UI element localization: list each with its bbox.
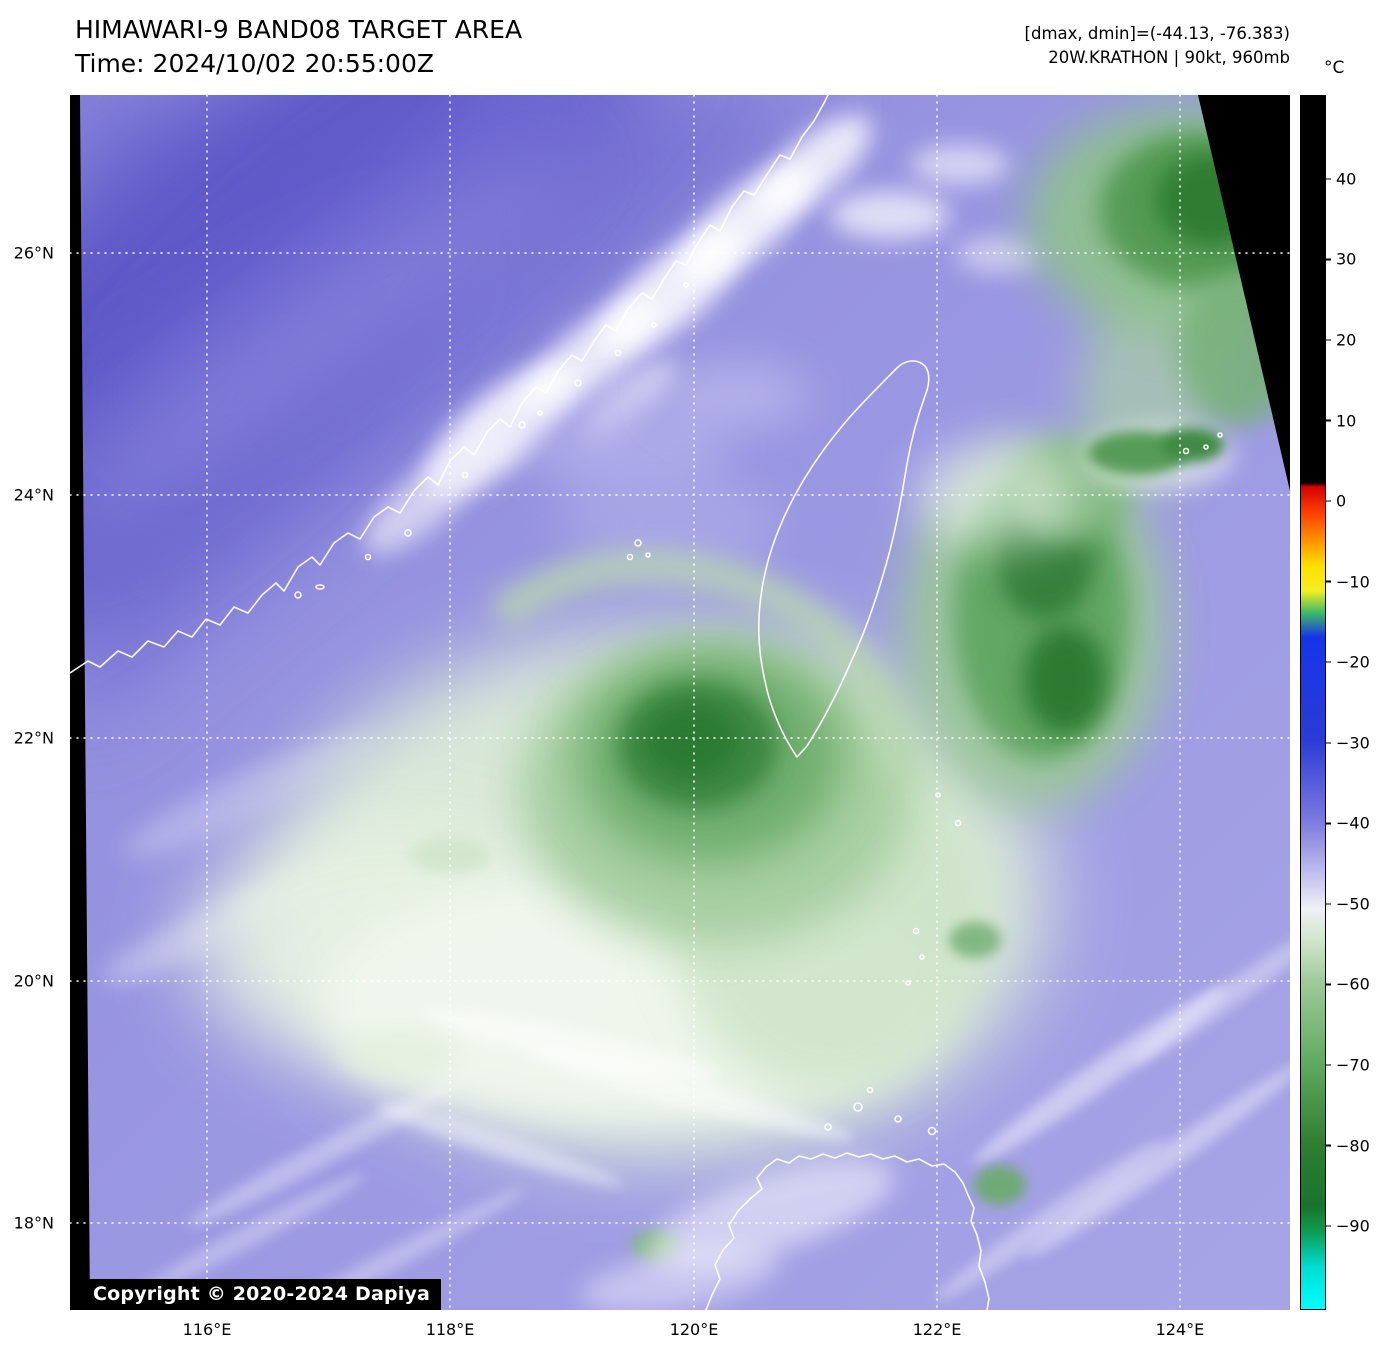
- coastlines: [70, 95, 1223, 1310]
- graticule: [70, 95, 1290, 1310]
- satellite-map: Copyright © 2020-2024 Dapiya: [70, 95, 1290, 1310]
- lon-label: 116°E: [182, 1320, 232, 1339]
- lat-label: 20°N: [13, 971, 54, 991]
- lat-label: 22°N: [13, 728, 54, 748]
- scan-edge-black: [70, 95, 1290, 1310]
- coastal-islands: [294, 282, 689, 599]
- lon-label: 124°E: [1155, 1320, 1205, 1339]
- colorbar-tick: −20: [1326, 653, 1370, 672]
- colorbar-tick: 0: [1326, 492, 1346, 511]
- figure-time: Time: 2024/10/02 20:55:00Z: [75, 49, 434, 78]
- colorbar-unit-label: °C: [1324, 58, 1345, 78]
- colorbar-tick: −70: [1326, 1056, 1370, 1075]
- colorbar-tick-label: −30: [1336, 733, 1370, 753]
- colorbar-tick-label: −80: [1336, 1136, 1370, 1156]
- dmax-dmin-readout: [dmax, dmin]=(-44.13, -76.383): [1024, 24, 1290, 43]
- header-info: [dmax, dmin]=(-44.13, -76.383) 20W.KRATH…: [1025, 22, 1290, 70]
- colorbar-tick: 20: [1326, 330, 1356, 349]
- colorbar-tick-label: −50: [1336, 894, 1370, 914]
- nw-dry-band: [70, 95, 830, 735]
- taiwan-coastline: [758, 360, 930, 758]
- colorbar-tick-label: −40: [1336, 813, 1370, 833]
- colorbar-tick-label: 40: [1336, 169, 1357, 189]
- copyright-badge: Copyright © 2020-2024 Dapiya: [82, 1279, 442, 1310]
- colorbar-tick-label: 20: [1336, 330, 1357, 350]
- china-coastline: [70, 95, 829, 674]
- colorbar-tick-label: 30: [1336, 249, 1357, 269]
- figure-title: HIMAWARI-9 BAND08 TARGET AREA: [75, 15, 523, 44]
- lat-label: 18°N: [13, 1213, 54, 1233]
- colorbar-tick-label: −20: [1336, 652, 1370, 672]
- colorbar-tick-label: 10: [1336, 411, 1357, 430]
- colorbar-tick: 10: [1326, 411, 1356, 430]
- southeast-streaks: [631, 922, 1290, 1301]
- colorbar-tick: −10: [1326, 572, 1370, 591]
- lat-label: 24°N: [13, 485, 54, 505]
- batanes-islands: [905, 792, 962, 986]
- lon-label: 120°E: [669, 1320, 719, 1339]
- typhoon-krathon-clouds: [190, 547, 1050, 1187]
- storm-info: 20W.KRATHON | 90kt, 960mb: [1048, 48, 1290, 67]
- colorbar-gradient: [1300, 95, 1326, 1310]
- colorbar-tick: −60: [1326, 975, 1370, 994]
- luzon-coastline: [705, 1152, 990, 1310]
- header-titles: HIMAWARI-9 BAND08 TARGET AREA Time: 2024…: [75, 13, 522, 81]
- colorbar-tick: 40: [1326, 169, 1356, 188]
- ryukyu-convection: [1085, 425, 1235, 489]
- lon-label: 122°E: [912, 1320, 962, 1339]
- colorbar-tick: −90: [1326, 1217, 1370, 1236]
- lat-axis: 26°N 24°N 22°N 20°N 18°N: [0, 95, 62, 1310]
- colorbar-tick-label: −70: [1336, 1055, 1370, 1075]
- colorbar: °C 40 30 20 10 0 −10 −20 −30 −40 −50 −60 −70 −80 −90: [1300, 58, 1390, 1310]
- yaeyama-islands: [1182, 432, 1223, 455]
- lon-axis: 116°E 118°E 120°E 122°E 124°E: [70, 1320, 1290, 1346]
- satellite-imagery: [70, 95, 1290, 1310]
- colorbar-tick-label: −90: [1336, 1216, 1370, 1236]
- lat-label: 26°N: [13, 243, 54, 263]
- colorbar-tick: −80: [1326, 1136, 1370, 1155]
- colorbar-tick: 30: [1326, 250, 1356, 269]
- babuyan-islands: [824, 1086, 937, 1136]
- colorbar-tick-label: −60: [1336, 974, 1370, 994]
- colorbar-tick: −50: [1326, 894, 1370, 913]
- colorbar-tick-label: −10: [1336, 572, 1370, 592]
- penghu-islands: [626, 539, 651, 561]
- colorbar-tick: −30: [1326, 733, 1370, 752]
- colorbar-tick-label: 0: [1336, 491, 1347, 511]
- colorbar-tick: −40: [1326, 814, 1370, 833]
- lon-label: 118°E: [425, 1320, 475, 1339]
